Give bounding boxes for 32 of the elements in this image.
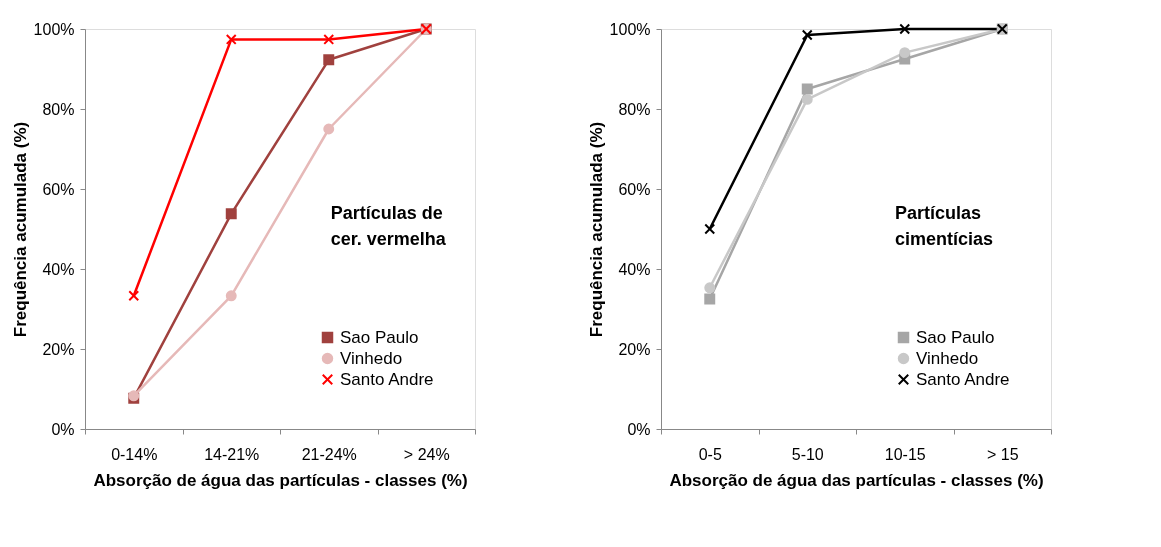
legend-label: Santo Andre <box>340 369 434 389</box>
x-tick-label: 21-24% <box>301 445 357 463</box>
y-tick-label: 20% <box>42 340 75 358</box>
legend-label: Santo Andre <box>916 369 1010 389</box>
y-axis-title: Frequência acumulada (%) <box>586 121 606 338</box>
legend-label: Sao Paulo <box>916 327 995 347</box>
annotation: Partículas de cer. vermelha <box>330 203 447 249</box>
y-tick-label: 100% <box>33 20 75 38</box>
x-axis-title: Absorção de água das partículas - classes (%) <box>669 470 1044 490</box>
x-tick-label: > 24% <box>403 445 450 463</box>
annotation: Partículas cimentícias <box>895 203 994 249</box>
x-tick-label: 0-5 <box>698 445 722 463</box>
y-tick-label: 100% <box>609 20 651 38</box>
y-tick-label: 60% <box>42 180 75 198</box>
y-tick-label: 20% <box>618 340 651 358</box>
y-axis-title: Frequência acumulada (%) <box>10 121 30 338</box>
y-tick-label: 0% <box>51 420 75 438</box>
y-tick-label: 80% <box>42 100 75 118</box>
legend-label: Vinhedo <box>916 348 979 368</box>
x-axis-title: Absorção de água das partículas - classes (%) <box>93 470 468 490</box>
y-tick-label: 60% <box>618 180 651 198</box>
x-tick-label: > 15 <box>986 445 1019 463</box>
x-tick-label: 0-14% <box>111 445 158 463</box>
y-tick-label: 40% <box>618 260 651 278</box>
legend-label: Vinhedo <box>340 348 403 368</box>
x-tick-label: 14-21% <box>204 445 260 463</box>
y-tick-label: 0% <box>627 420 651 438</box>
x-tick-label: 10-15 <box>884 445 926 463</box>
y-tick-label: 80% <box>618 100 651 118</box>
legend-label: Sao Paulo <box>340 327 419 347</box>
y-tick-label: 40% <box>42 260 75 278</box>
x-tick-label: 5-10 <box>791 445 824 463</box>
